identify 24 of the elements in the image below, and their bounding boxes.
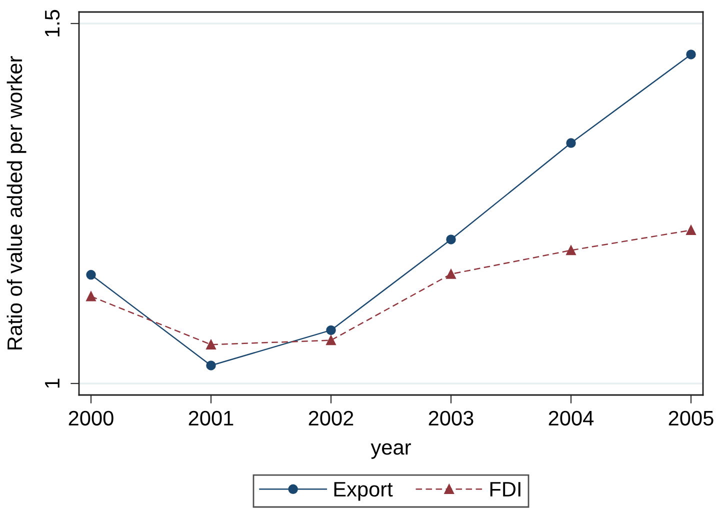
point <box>206 360 216 370</box>
y-tick-label: 1 <box>45 378 60 388</box>
x-tick-label: 2005 <box>668 410 714 426</box>
point <box>686 225 696 235</box>
point <box>326 325 336 336</box>
x-tick-label: 2004 <box>548 410 594 426</box>
point <box>566 245 576 256</box>
point <box>206 340 216 350</box>
x-tick-label: 2001 <box>188 410 234 426</box>
y-axis-title: Ratio of value added per worker <box>6 56 26 350</box>
point <box>86 292 96 302</box>
point <box>446 234 456 244</box>
x-axis-title: year <box>370 443 411 459</box>
y-tick-label: 1.5 <box>45 10 60 36</box>
point <box>686 50 696 60</box>
legend-label: FDI <box>490 482 520 496</box>
legend-label: Export <box>334 482 393 501</box>
x-tick-label: 2003 <box>428 410 474 426</box>
x-tick-label: 2000 <box>68 410 114 426</box>
point <box>566 138 576 148</box>
point <box>86 270 96 280</box>
x-tick-label: 2002 <box>308 410 354 426</box>
point <box>326 335 336 346</box>
point <box>446 269 456 279</box>
